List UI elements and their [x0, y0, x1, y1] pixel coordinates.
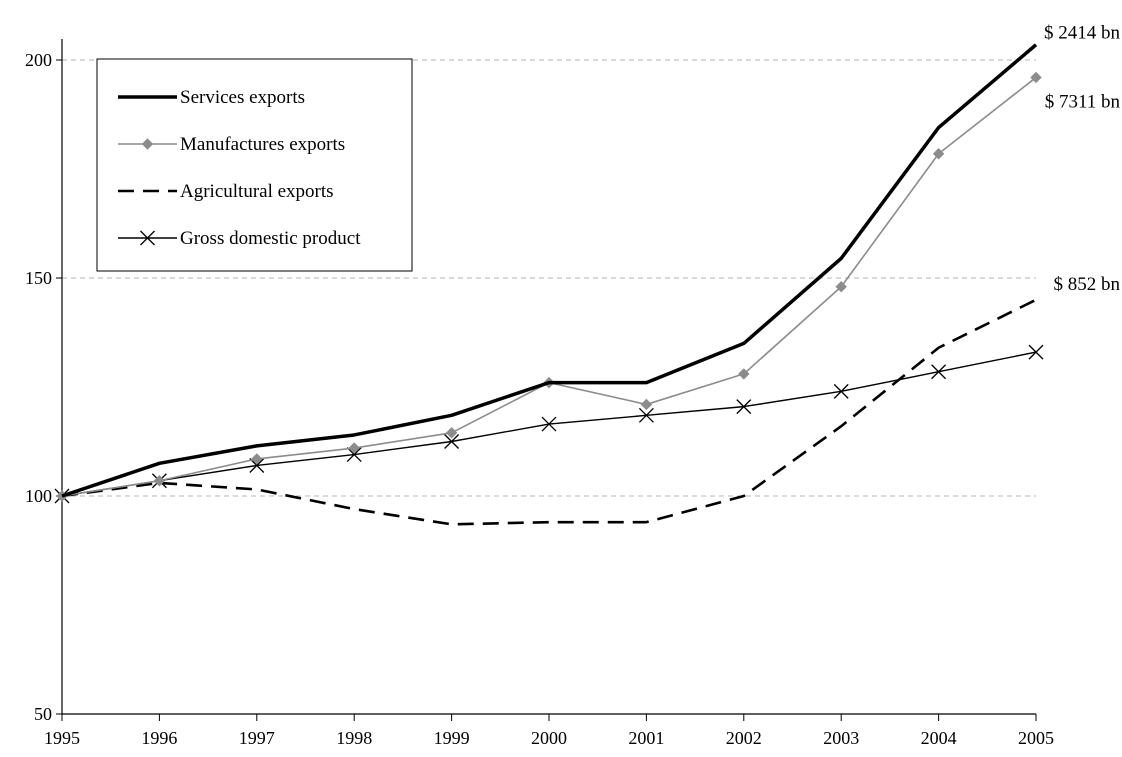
- series-1-point-1997: [251, 453, 263, 465]
- series-1-point-1996: [153, 475, 166, 487]
- series-3-point-1998: [346, 447, 362, 463]
- series-1-point-2004: [932, 148, 945, 160]
- x-tick-label-1995: 1995: [44, 728, 80, 748]
- end-label-0: $ 2414 bn: [1044, 23, 1121, 44]
- x-tick-label-2000: 2000: [531, 728, 567, 748]
- legend-marker-3: [140, 230, 155, 246]
- x-tick-label-2002: 2002: [726, 728, 762, 748]
- series-1-point-2005: [1030, 71, 1042, 84]
- x-tick-label-2001: 2001: [628, 728, 664, 748]
- legend-label-1: Manufactures exports: [180, 134, 345, 155]
- legend: Services exports Manufactures exports Agri…: [96, 58, 413, 272]
- axes: [56, 39, 1037, 721]
- y-tick-label-200: 200: [25, 50, 52, 70]
- x-tick-label-1998: 1998: [336, 728, 372, 748]
- end-label-2: $ 852 bn: [1054, 274, 1121, 295]
- series-3-point-2003: [833, 383, 849, 399]
- series-2: [61, 298, 1037, 526]
- series-group: [54, 43, 1044, 526]
- series-1-point-1998: [348, 442, 360, 454]
- tick-labels: 50 100 150 200 1995 1996 1997 1998 1999 2000 2001 2…: [25, 50, 1054, 748]
- x-tick-label-1999: 1999: [434, 728, 470, 748]
- x-tick-label-1996: 1996: [141, 728, 177, 748]
- y-tick-label-50: 50: [34, 704, 52, 724]
- series-3-point-2002: [736, 399, 752, 415]
- series-3-point-1999: [444, 434, 460, 449]
- series-line-2: [61, 298, 1037, 526]
- series-3-point-1997: [249, 458, 265, 473]
- legend-marker-1: [141, 138, 154, 150]
- x-tick-label-1997: 1997: [239, 728, 275, 748]
- series-1-point-2003: [835, 281, 847, 293]
- end-label-1: $ 7311 bn: [1045, 91, 1121, 112]
- x-tick-label-2005: 2005: [1018, 728, 1054, 748]
- legend-label-3: Gross domestic product: [180, 228, 361, 249]
- series-3: [54, 344, 1044, 504]
- series-3-point-2001: [638, 407, 654, 423]
- y-tick-label-150: 150: [25, 268, 52, 288]
- series-3-point-2004: [931, 364, 947, 380]
- series-1-point-1999: [445, 427, 458, 439]
- x-tick-label-2003: 2003: [823, 728, 859, 748]
- y-tick-label-100: 100: [25, 486, 52, 506]
- series-1-point-2001: [640, 398, 653, 411]
- series-1-point-2002: [738, 368, 750, 380]
- legend-label-0: Services exports: [180, 87, 305, 108]
- x-tick-label-2004: 2004: [921, 728, 957, 748]
- end-labels: $ 2414 bn $ 7311 bn $ 852 bn: [1044, 23, 1121, 295]
- series-line-0: [61, 43, 1038, 498]
- series-3-point-2005: [1028, 344, 1044, 360]
- series-0: [61, 43, 1038, 498]
- series-3-point-2000: [541, 416, 557, 432]
- legend-label-2: Agricultural exports: [180, 181, 334, 202]
